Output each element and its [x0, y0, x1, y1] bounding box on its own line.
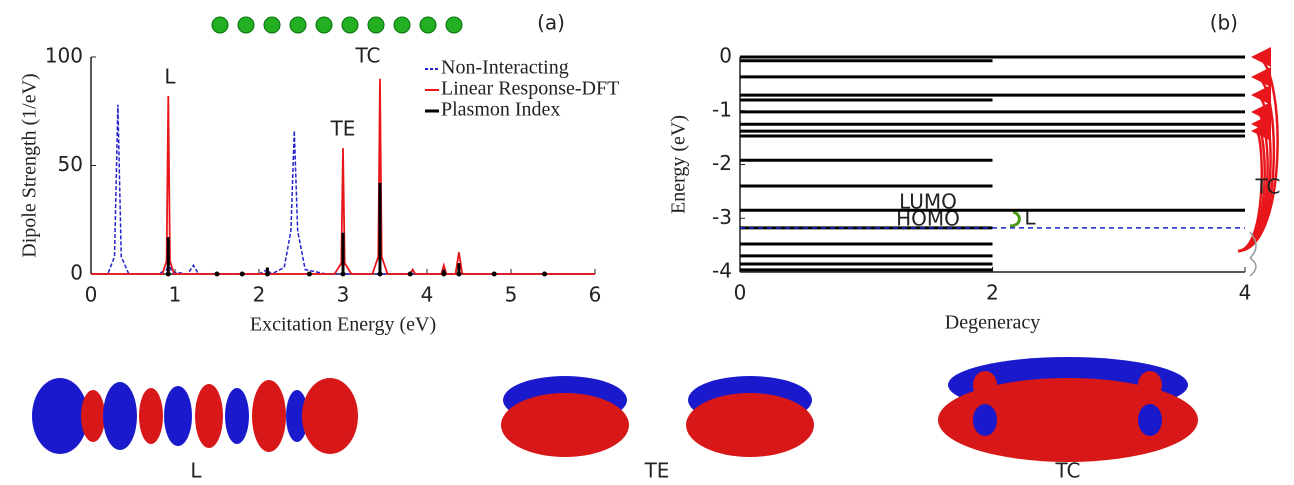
l-arrow	[1009, 210, 1021, 228]
stem-dot	[441, 271, 447, 277]
y-tick-label: 50	[58, 152, 83, 176]
x-tick-label: 2	[986, 281, 999, 305]
orbital-label: L	[190, 459, 202, 483]
legend-label: Plasmon Index	[441, 99, 560, 121]
x-tick-label: 1	[169, 283, 182, 307]
y-tick-label: 0	[719, 44, 732, 68]
stem-dot	[165, 271, 171, 277]
x-tick-label: 3	[337, 283, 350, 307]
series-line	[91, 104, 595, 275]
orbital-label: TE	[644, 459, 670, 483]
stem-dot	[456, 271, 462, 277]
legend-label: Non-Interacting	[441, 57, 569, 79]
y-tick-label: -1	[712, 97, 732, 121]
x-tick-label: 4	[1239, 281, 1252, 305]
series-line	[91, 78, 595, 275]
panel-label: (a)	[537, 11, 565, 35]
stem-dot	[239, 271, 245, 277]
x-tick-label: 4	[421, 283, 434, 307]
y-tick-label: -4	[712, 259, 732, 283]
y-axis-label: Energy (eV)	[668, 115, 690, 214]
annotation: TE	[330, 117, 356, 141]
legend-label: Linear Response-DFT	[441, 78, 619, 100]
atom-chain	[211, 16, 463, 34]
panel-label: (b)	[1210, 11, 1238, 35]
x-tick-label: 2	[253, 283, 266, 307]
stem-dot	[542, 271, 548, 277]
x-tick-label: 0	[734, 281, 747, 305]
stem-dot	[407, 271, 413, 277]
x-tick-label: 5	[505, 283, 518, 307]
orbitals	[32, 357, 1198, 462]
x-axis-label: Degeneracy	[945, 312, 1041, 334]
braces	[1249, 231, 1257, 277]
stem-dot	[264, 271, 270, 277]
y-tick-label: -3	[712, 205, 732, 229]
y-tick-label: 100	[45, 44, 83, 68]
tc-arrows	[1237, 47, 1279, 253]
stem-dot	[340, 271, 346, 277]
x-axis-label: Excitation Energy (eV)	[250, 314, 436, 336]
stem-dot	[214, 271, 220, 277]
stem-dot	[491, 271, 497, 277]
y-axis-label: Dipole Strength (1/eV)	[19, 73, 41, 257]
orbital-label: TC	[1054, 459, 1080, 483]
stem-dot	[306, 271, 312, 277]
y-tick-label: -2	[712, 151, 732, 175]
annotation: TC	[354, 44, 380, 68]
annotation: TC	[1254, 175, 1280, 199]
annotation: L	[164, 65, 176, 89]
stem-dot	[377, 271, 383, 277]
y-tick-label: 0	[70, 261, 83, 285]
x-tick-label: 6	[589, 283, 602, 307]
x-tick-label: 0	[85, 283, 98, 307]
